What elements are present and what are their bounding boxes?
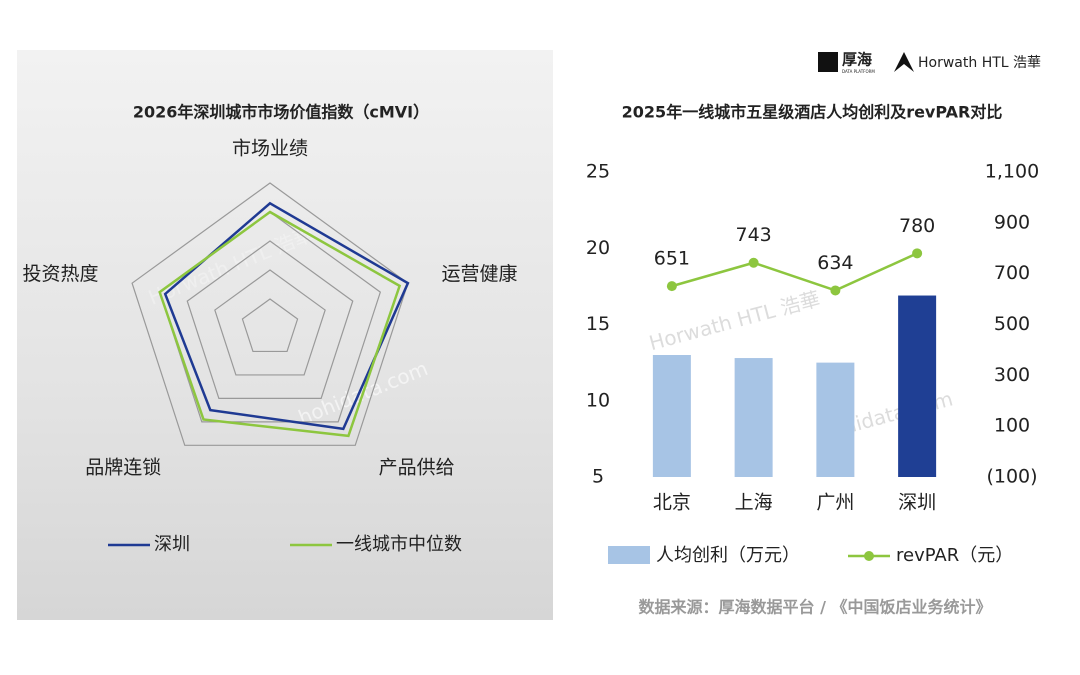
legend-label: 深圳 [154,534,190,555]
x-tick-label: 深圳 [898,492,936,514]
legend-label: 人均创利（万元） [656,545,800,566]
point [666,281,677,292]
axis-label: 市场业绩 [232,138,308,160]
x-tick-label: 北京 [653,492,691,514]
grid-ring [186,240,354,399]
bar [652,355,691,477]
y2-tick-label: 100 [994,415,1030,437]
chart-title: 2025年一线城市五星级酒店人均创利及revPAR对比 [622,103,1003,122]
point [912,248,923,259]
legend-label: revPAR（元） [896,545,1013,566]
radar-line [158,210,402,438]
point [830,285,841,296]
axis-label: 运营健康 [442,263,518,285]
data-label: 634 [817,252,853,274]
y2-tick-label: 700 [994,262,1030,284]
partner: Horwath HTL 浩華 [918,55,1041,71]
y-tick-label: 10 [586,389,610,411]
x-tick-label: 广州 [816,492,854,514]
legend-dot [864,551,874,561]
grid-ring [241,298,299,353]
bar [898,295,937,477]
data-label: 651 [654,248,690,270]
point [748,257,759,268]
y-tick-label: 15 [586,313,610,335]
y-tick-label: 20 [586,237,610,259]
brand: 厚海 [842,51,872,69]
logo: 厚海 DATA PLATFORM Horwath HTL 浩華 [818,51,1041,74]
axis-label: 投资热度 [22,263,98,285]
y2-tick-label: 1,100 [985,161,1039,183]
y2-tick-label: 300 [994,364,1030,386]
data-label: 743 [735,224,771,246]
legend-swatch [608,546,650,564]
grid-ring [131,182,409,446]
brand-sub: DATA PLATFORM [842,69,875,74]
panel-background [17,50,553,620]
y-tick-label: 5 [592,466,604,488]
x-tick-label: 上海 [735,492,773,514]
legend-label: 一线城市中位数 [336,534,462,555]
line [671,252,918,292]
y2-tick-label: (100) [986,466,1037,488]
chart-title: 2026年深圳城市市场价值指数（cMVI） [133,103,429,122]
grid-ring [214,269,326,376]
partner-icon [894,52,914,72]
y2-tick-label: 900 [994,211,1030,233]
axis-label: 产品供给 [379,456,455,478]
data-label: 780 [899,215,935,237]
radar-line [163,201,410,431]
bar [734,358,773,477]
logo-icon [818,52,838,72]
y-tick-label: 25 [586,161,610,183]
axis-label: 品牌连锁 [85,456,161,478]
y2-tick-label: 500 [994,313,1030,335]
bar [816,362,855,477]
source: 数据来源：厚海数据平台 / 《中国饭店业务统计》 [639,598,992,617]
watermark: Horwath HTL 浩華 [647,286,823,355]
